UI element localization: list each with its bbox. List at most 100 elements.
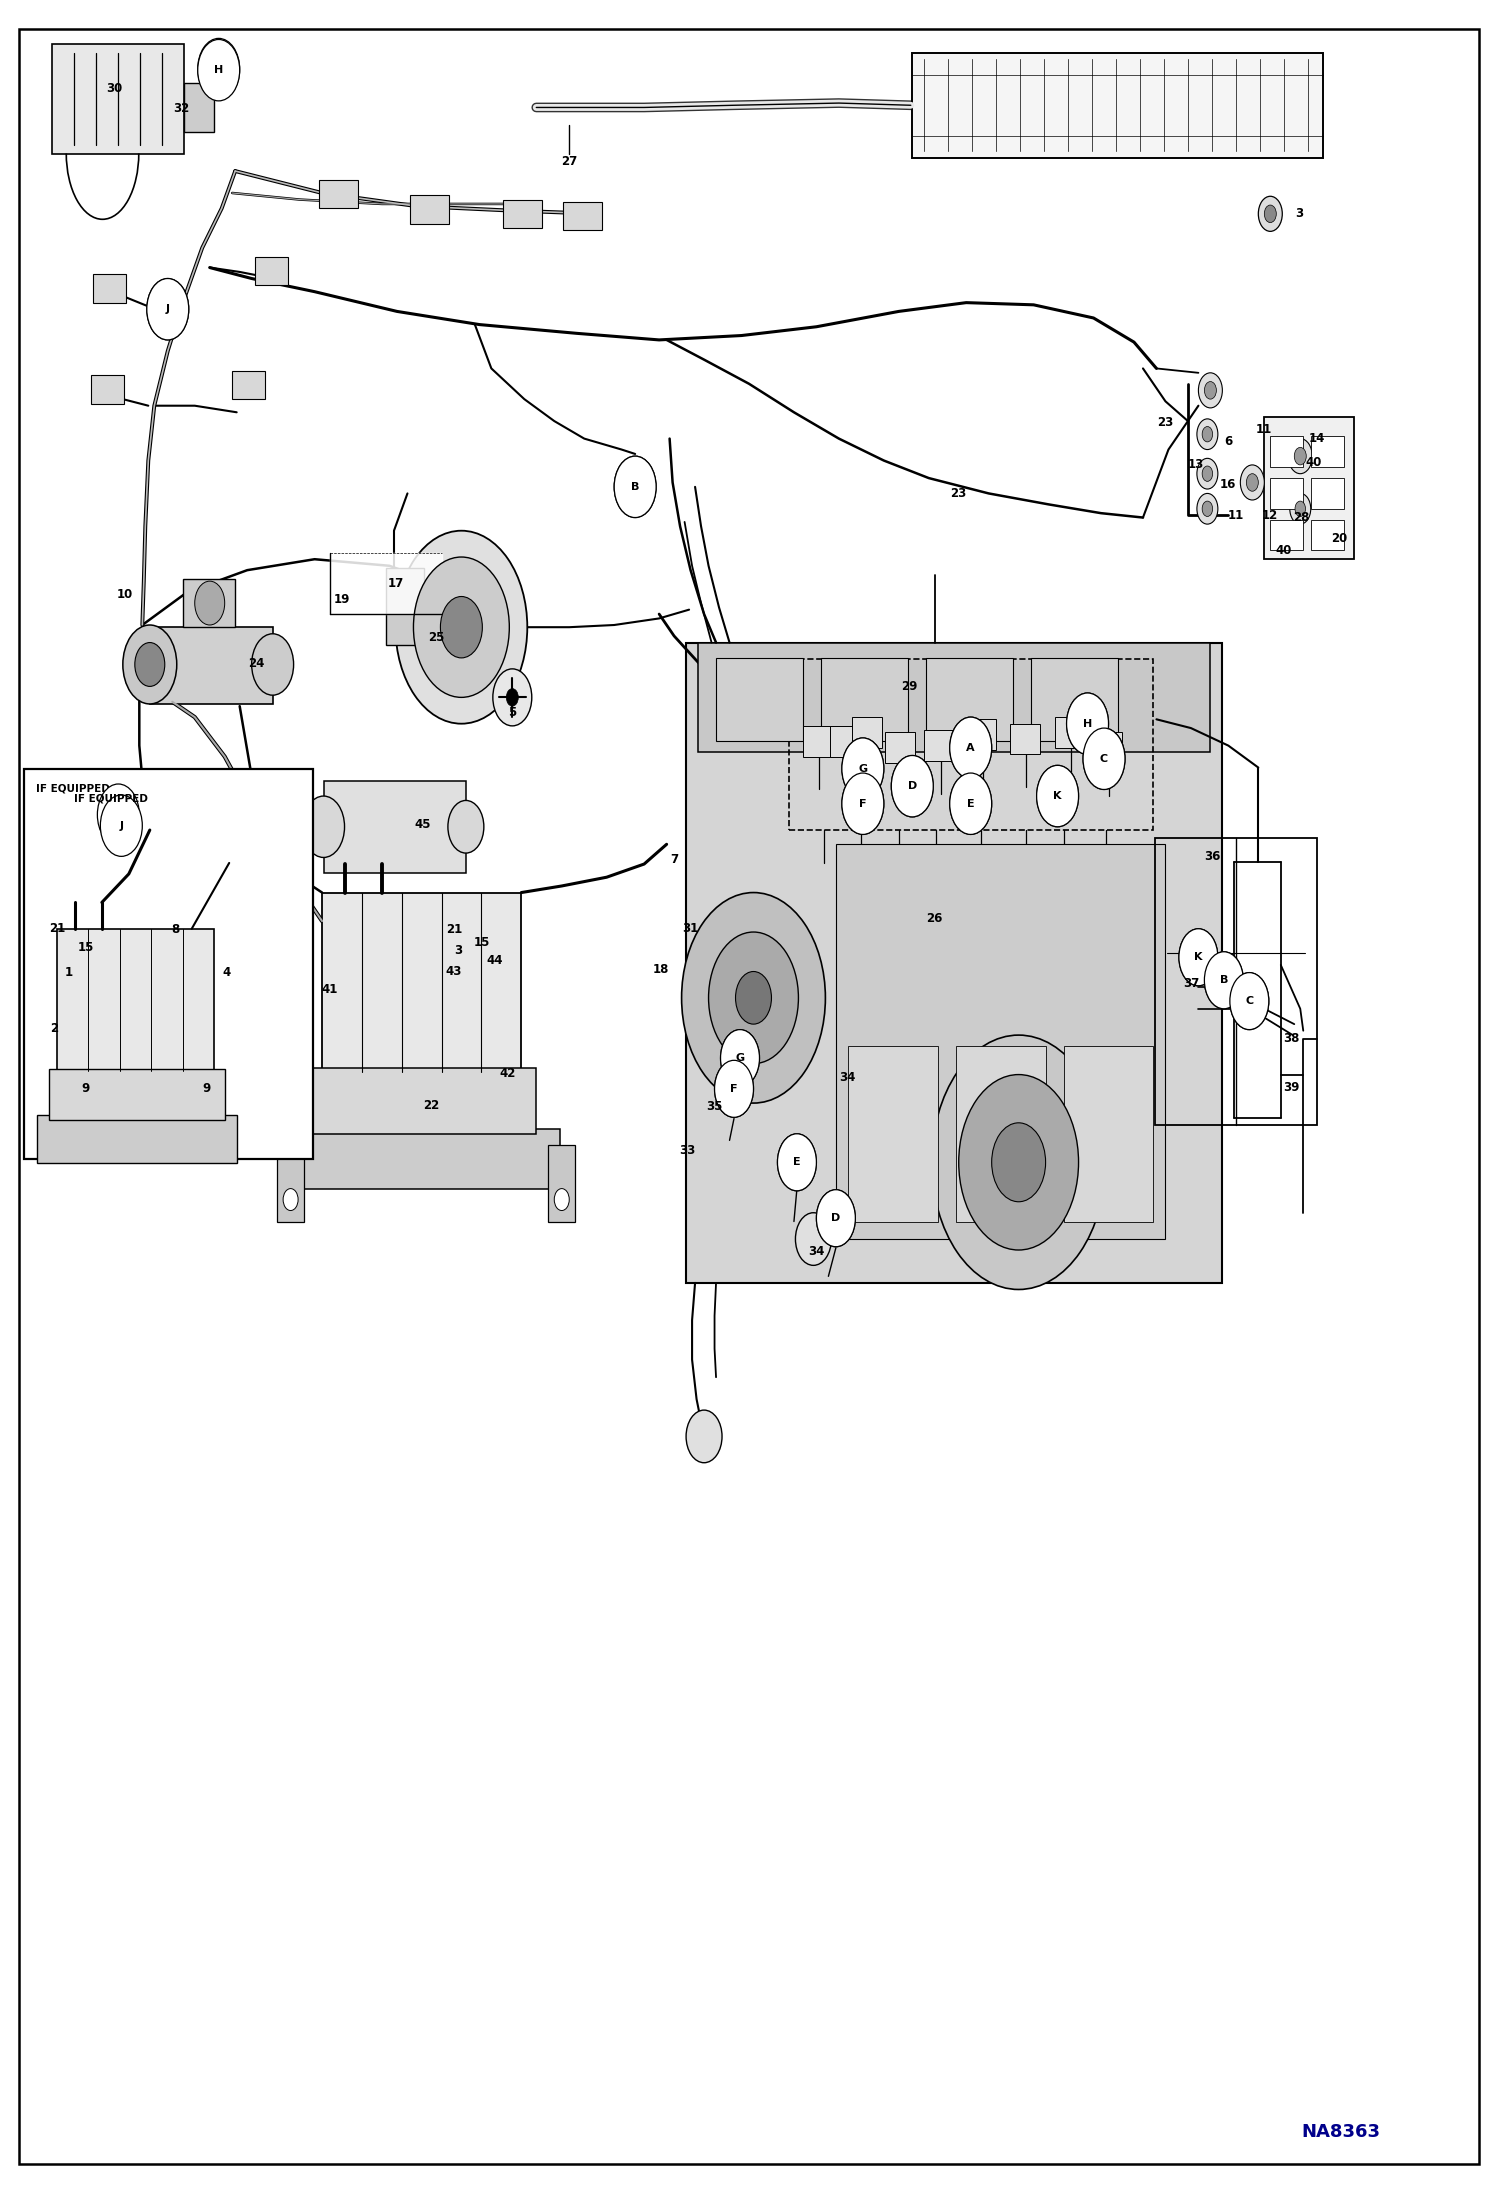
Bar: [1270, 478, 1303, 509]
Text: B: B: [631, 482, 640, 491]
Text: 33: 33: [680, 1145, 695, 1156]
Circle shape: [97, 785, 139, 846]
Text: 29: 29: [902, 680, 917, 693]
Text: 25: 25: [428, 632, 443, 643]
Circle shape: [100, 794, 142, 857]
Text: 24: 24: [249, 658, 264, 669]
Text: 41: 41: [322, 982, 337, 996]
Bar: [836, 844, 1165, 1239]
Text: 42: 42: [500, 1068, 515, 1079]
Circle shape: [493, 669, 532, 726]
Circle shape: [1083, 728, 1125, 789]
Text: 6: 6: [1224, 436, 1233, 447]
Polygon shape: [330, 553, 442, 614]
Circle shape: [1294, 502, 1305, 518]
Bar: [52, 44, 184, 154]
Bar: [789, 658, 1153, 829]
Bar: [956, 1046, 1046, 1222]
Circle shape: [614, 456, 656, 518]
Bar: [924, 730, 954, 761]
Text: 38: 38: [1284, 1033, 1299, 1044]
Circle shape: [195, 581, 225, 625]
Text: K: K: [1053, 792, 1062, 800]
Circle shape: [1203, 425, 1213, 443]
Circle shape: [1203, 502, 1213, 518]
Text: 36: 36: [1204, 851, 1219, 862]
Circle shape: [1290, 493, 1311, 524]
Bar: [49, 1070, 225, 1121]
Circle shape: [842, 737, 884, 800]
Text: H: H: [214, 64, 223, 75]
Circle shape: [448, 800, 484, 853]
Circle shape: [721, 1031, 759, 1088]
Circle shape: [891, 754, 933, 818]
Circle shape: [795, 1213, 831, 1265]
Text: D: D: [831, 1213, 840, 1224]
Circle shape: [959, 1075, 1079, 1250]
Circle shape: [147, 279, 189, 340]
Bar: [91, 375, 124, 404]
Text: 21: 21: [446, 923, 461, 936]
Bar: [319, 180, 358, 208]
Text: 12: 12: [1263, 509, 1278, 522]
Text: B: B: [1219, 976, 1228, 985]
Text: 23: 23: [1158, 417, 1173, 428]
Circle shape: [614, 456, 656, 518]
Text: 22: 22: [424, 1099, 439, 1112]
Text: F: F: [731, 1083, 737, 1094]
Text: 37: 37: [1183, 978, 1198, 989]
Text: H: H: [1083, 719, 1092, 728]
Circle shape: [1204, 952, 1243, 1009]
Text: 1: 1: [64, 967, 73, 978]
Text: 7: 7: [670, 853, 679, 866]
Circle shape: [715, 1061, 753, 1118]
Text: 32: 32: [174, 103, 189, 114]
Bar: [830, 726, 860, 757]
Text: IF EQUIPPED: IF EQUIPPED: [36, 785, 109, 794]
Bar: [1155, 838, 1317, 1125]
Bar: [1311, 478, 1344, 509]
Bar: [821, 658, 908, 741]
Circle shape: [950, 774, 992, 836]
Circle shape: [950, 717, 992, 779]
Bar: [324, 781, 466, 873]
Circle shape: [842, 774, 884, 836]
Text: D: D: [908, 781, 917, 792]
Bar: [386, 568, 424, 645]
Bar: [885, 732, 915, 763]
Bar: [686, 643, 1222, 1283]
Circle shape: [1230, 974, 1269, 1031]
Circle shape: [440, 596, 482, 658]
Circle shape: [1198, 373, 1222, 408]
Bar: [503, 200, 542, 228]
Text: 45: 45: [413, 818, 431, 831]
Bar: [548, 1145, 575, 1222]
Text: F: F: [860, 798, 866, 809]
Bar: [698, 643, 1210, 752]
Circle shape: [1197, 419, 1218, 450]
Circle shape: [721, 1031, 759, 1088]
Circle shape: [1197, 458, 1218, 489]
Text: 9: 9: [81, 1083, 90, 1094]
Text: 11: 11: [1228, 509, 1243, 522]
Bar: [1010, 724, 1040, 754]
Text: 13: 13: [1188, 458, 1203, 471]
Text: G: G: [736, 1053, 745, 1064]
Text: 5: 5: [508, 706, 517, 719]
Circle shape: [816, 1189, 855, 1246]
Circle shape: [1230, 974, 1269, 1031]
Text: B: B: [1219, 976, 1228, 985]
Text: 17: 17: [388, 577, 403, 590]
Bar: [1311, 520, 1344, 550]
Circle shape: [715, 1061, 753, 1118]
Circle shape: [1240, 465, 1264, 500]
Text: H: H: [214, 66, 223, 75]
Text: D: D: [831, 1213, 840, 1224]
Text: NA8363: NA8363: [1302, 2123, 1380, 2140]
Text: 44: 44: [485, 954, 503, 967]
Bar: [803, 726, 833, 757]
Circle shape: [395, 531, 527, 724]
Text: 35: 35: [707, 1101, 722, 1112]
Circle shape: [1203, 465, 1213, 482]
Text: G: G: [858, 763, 867, 774]
